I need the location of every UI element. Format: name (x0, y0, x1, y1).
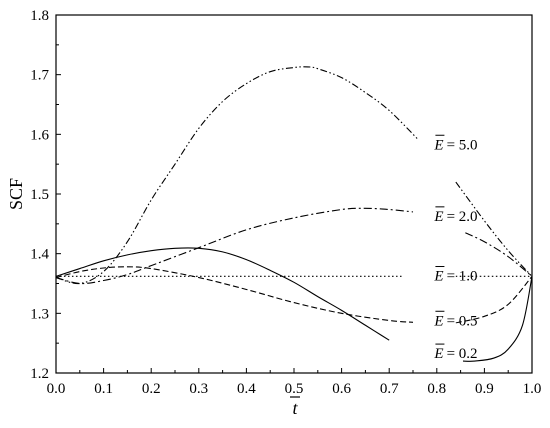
series-line (55, 66, 419, 285)
series-line (455, 181, 533, 277)
x-tick-label: 0.6 (332, 381, 351, 397)
series-label-symbol: E (433, 209, 443, 225)
series-label-text: E = 2.0 (433, 209, 477, 225)
series-lines (55, 66, 533, 362)
axis-ticks: 0.0 0.1 0.2 0.3 0.4 0.5 0.6 0.7 0.8 0.9 1.0 1.2 1.3 1… (30, 8, 541, 397)
series-label-symbol: E (433, 137, 443, 153)
series-4 (55, 266, 533, 324)
y-tick-label: 1.5 (30, 187, 49, 203)
series-1 (55, 66, 533, 285)
y-tick-label: 1.7 (30, 68, 49, 84)
series-label-value: = 2.0 (447, 209, 478, 225)
x-tick-label: 0.5 (285, 381, 304, 397)
series-label-3: E = 1.0 (433, 266, 478, 285)
svg-text:t: t (292, 398, 298, 418)
x-tick-label: 0.7 (380, 381, 399, 397)
series-line (462, 276, 533, 362)
x-tick-label: 0.8 (427, 381, 446, 397)
series-labels: E = 5.0E = 2.0E = 1.0E = 0.5E = 0.2 (433, 134, 478, 362)
series-5 (55, 247, 533, 362)
y-tick-label: 1.6 (30, 127, 49, 143)
series-label-text: E = 0.5 (433, 313, 477, 329)
series-line (465, 232, 533, 277)
series-label-text: E = 0.2 (433, 346, 477, 362)
series-label-value: = 0.5 (447, 313, 478, 329)
series-label-4: E = 0.5 (433, 310, 478, 329)
y-tick-label: 1.2 (30, 366, 49, 382)
series-label-5: E = 0.2 (433, 343, 478, 362)
x-axis-title: t (290, 396, 300, 418)
series-line (55, 266, 414, 323)
x-tick-label: 0.0 (47, 381, 66, 397)
y-tick-label: 1.3 (30, 306, 49, 322)
x-tick-label: 0.2 (142, 381, 161, 397)
series-label-value: = 0.2 (447, 346, 478, 362)
x-tick-label: 0.9 (475, 381, 494, 397)
x-tick-label: 0.3 (189, 381, 208, 397)
y-tick-label: 1.4 (30, 247, 49, 263)
series-label-text: E = 5.0 (433, 137, 477, 153)
y-axis-title: SCF (6, 178, 26, 210)
series-label-text: E = 1.0 (433, 269, 477, 285)
series-label-1: E = 5.0 (433, 134, 478, 153)
series-label-symbol: E (433, 269, 443, 285)
x-tick-label: 1.0 (523, 381, 542, 397)
series-line (55, 247, 390, 341)
series-label-value: = 5.0 (447, 137, 478, 153)
series-line (55, 207, 414, 285)
series-2 (55, 207, 533, 285)
series-label-value: = 1.0 (447, 269, 478, 285)
series-label-symbol: E (433, 313, 443, 329)
series-label-symbol: E (433, 346, 443, 362)
x-tick-label: 0.4 (237, 381, 256, 397)
series-line (455, 275, 533, 324)
x-tick-label: 0.1 (94, 381, 113, 397)
y-tick-label: 1.8 (30, 8, 49, 24)
series-label-2: E = 2.0 (433, 206, 478, 225)
